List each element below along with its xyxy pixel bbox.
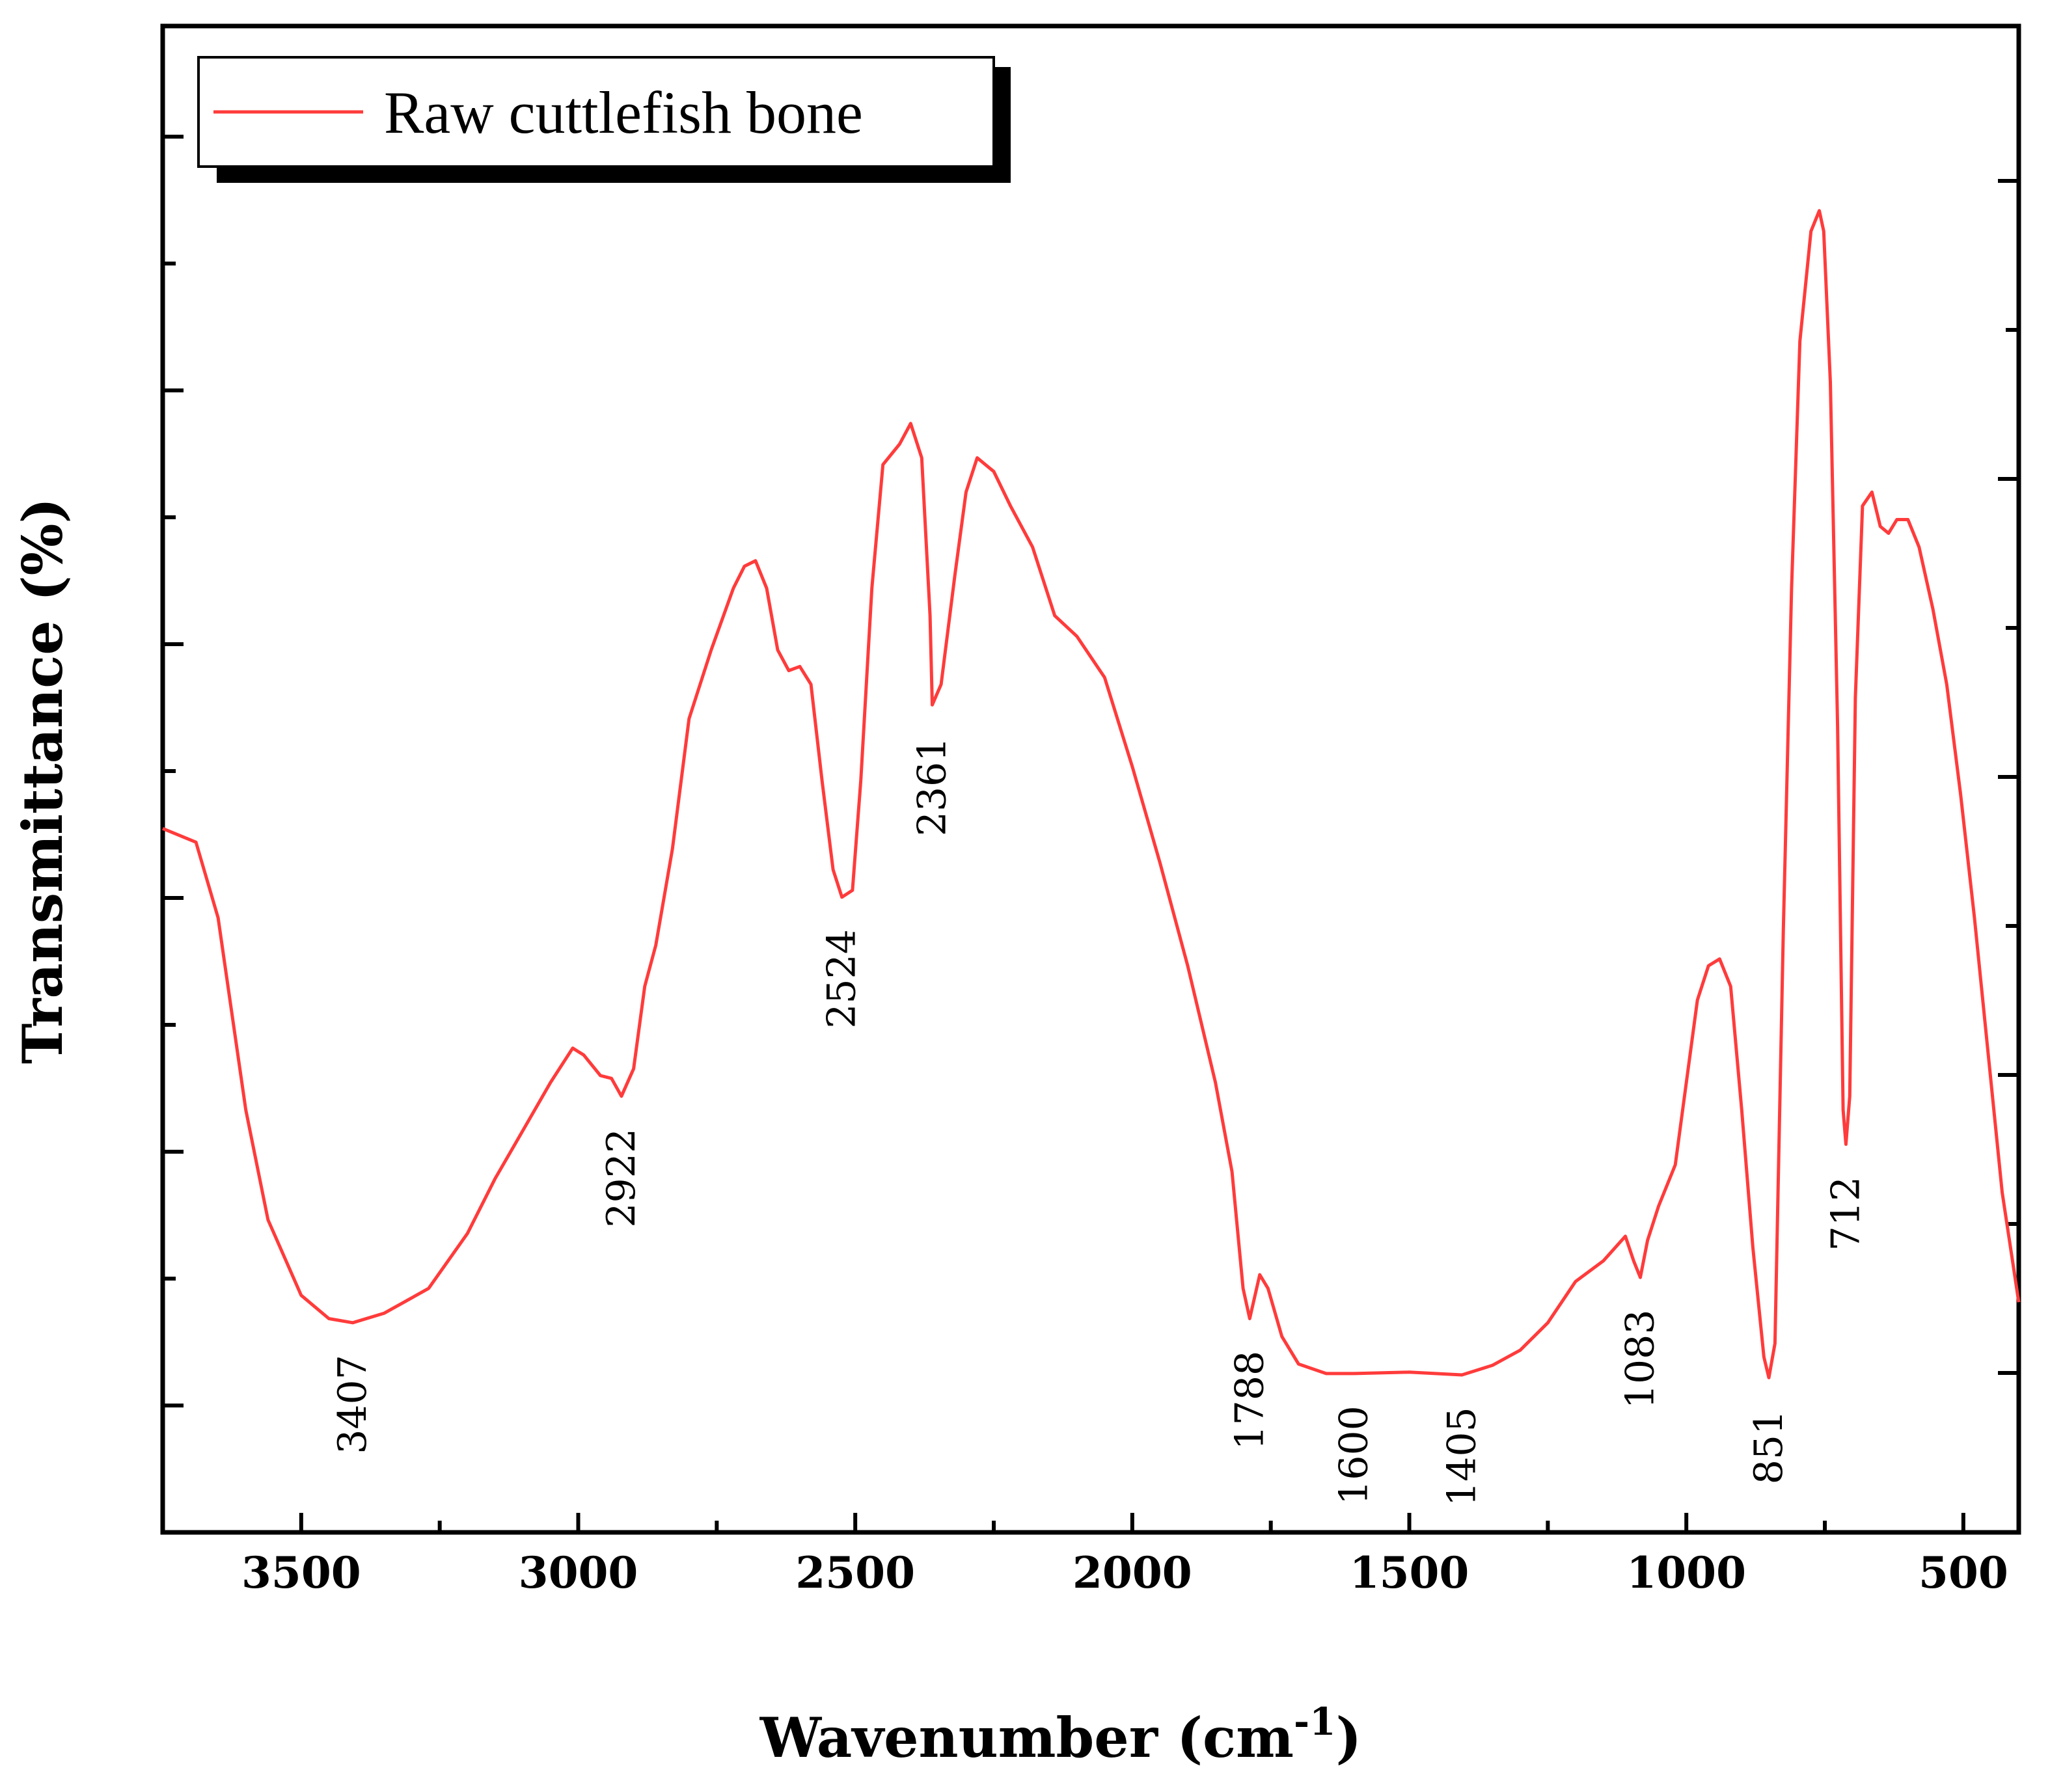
y-axis-left-ticks [163, 135, 184, 1407]
peak-label-712: 712 [1823, 1176, 1868, 1251]
y-axis-right-ticks [1998, 179, 2019, 1375]
x-tick-label-2000: 2000 [1073, 1547, 1192, 1598]
x-tick-label-3000: 3000 [519, 1547, 638, 1598]
peak-label-1788: 1788 [1227, 1351, 1272, 1450]
series-line-raw-cuttlefish-bone [162, 209, 2021, 1379]
x-axis-title: Wavenumber (cm-1) [759, 1700, 1361, 1770]
peak-label-1405: 1405 [1439, 1407, 1484, 1506]
y-axis-title: Transmittance (%) [10, 498, 75, 1064]
x-tick-label-2500: 2500 [795, 1547, 915, 1598]
legend: Raw cuttlefish bone [197, 56, 1011, 183]
legend-label: Raw cuttlefish bone [384, 79, 863, 146]
peak-label-2361: 2361 [910, 737, 955, 837]
peak-label-2524: 2524 [819, 929, 865, 1029]
peak-label-1600: 1600 [1331, 1405, 1376, 1505]
x-tick-label-3500: 3500 [241, 1547, 361, 1598]
peak-label-2922: 2922 [599, 1128, 644, 1228]
x-tick-label-1000: 1000 [1626, 1547, 1746, 1598]
peak-label-1083: 1083 [1618, 1309, 1663, 1409]
peak-label-851: 851 [1746, 1410, 1792, 1485]
x-tick-label-1500: 1500 [1350, 1547, 1469, 1598]
x-axis-tick-labels: 3500 3000 2500 2000 1500 1000 500 [241, 1547, 2008, 1598]
plot-frame [160, 23, 2021, 1535]
x-axis-ticks [161, 1513, 1965, 1532]
peak-label-3407: 3407 [330, 1355, 376, 1454]
peak-annotations: 3407 2922 2524 2361 1788 1600 1405 1083 851 712 [330, 737, 1868, 1506]
x-tick-label-500: 500 [1919, 1547, 2008, 1598]
